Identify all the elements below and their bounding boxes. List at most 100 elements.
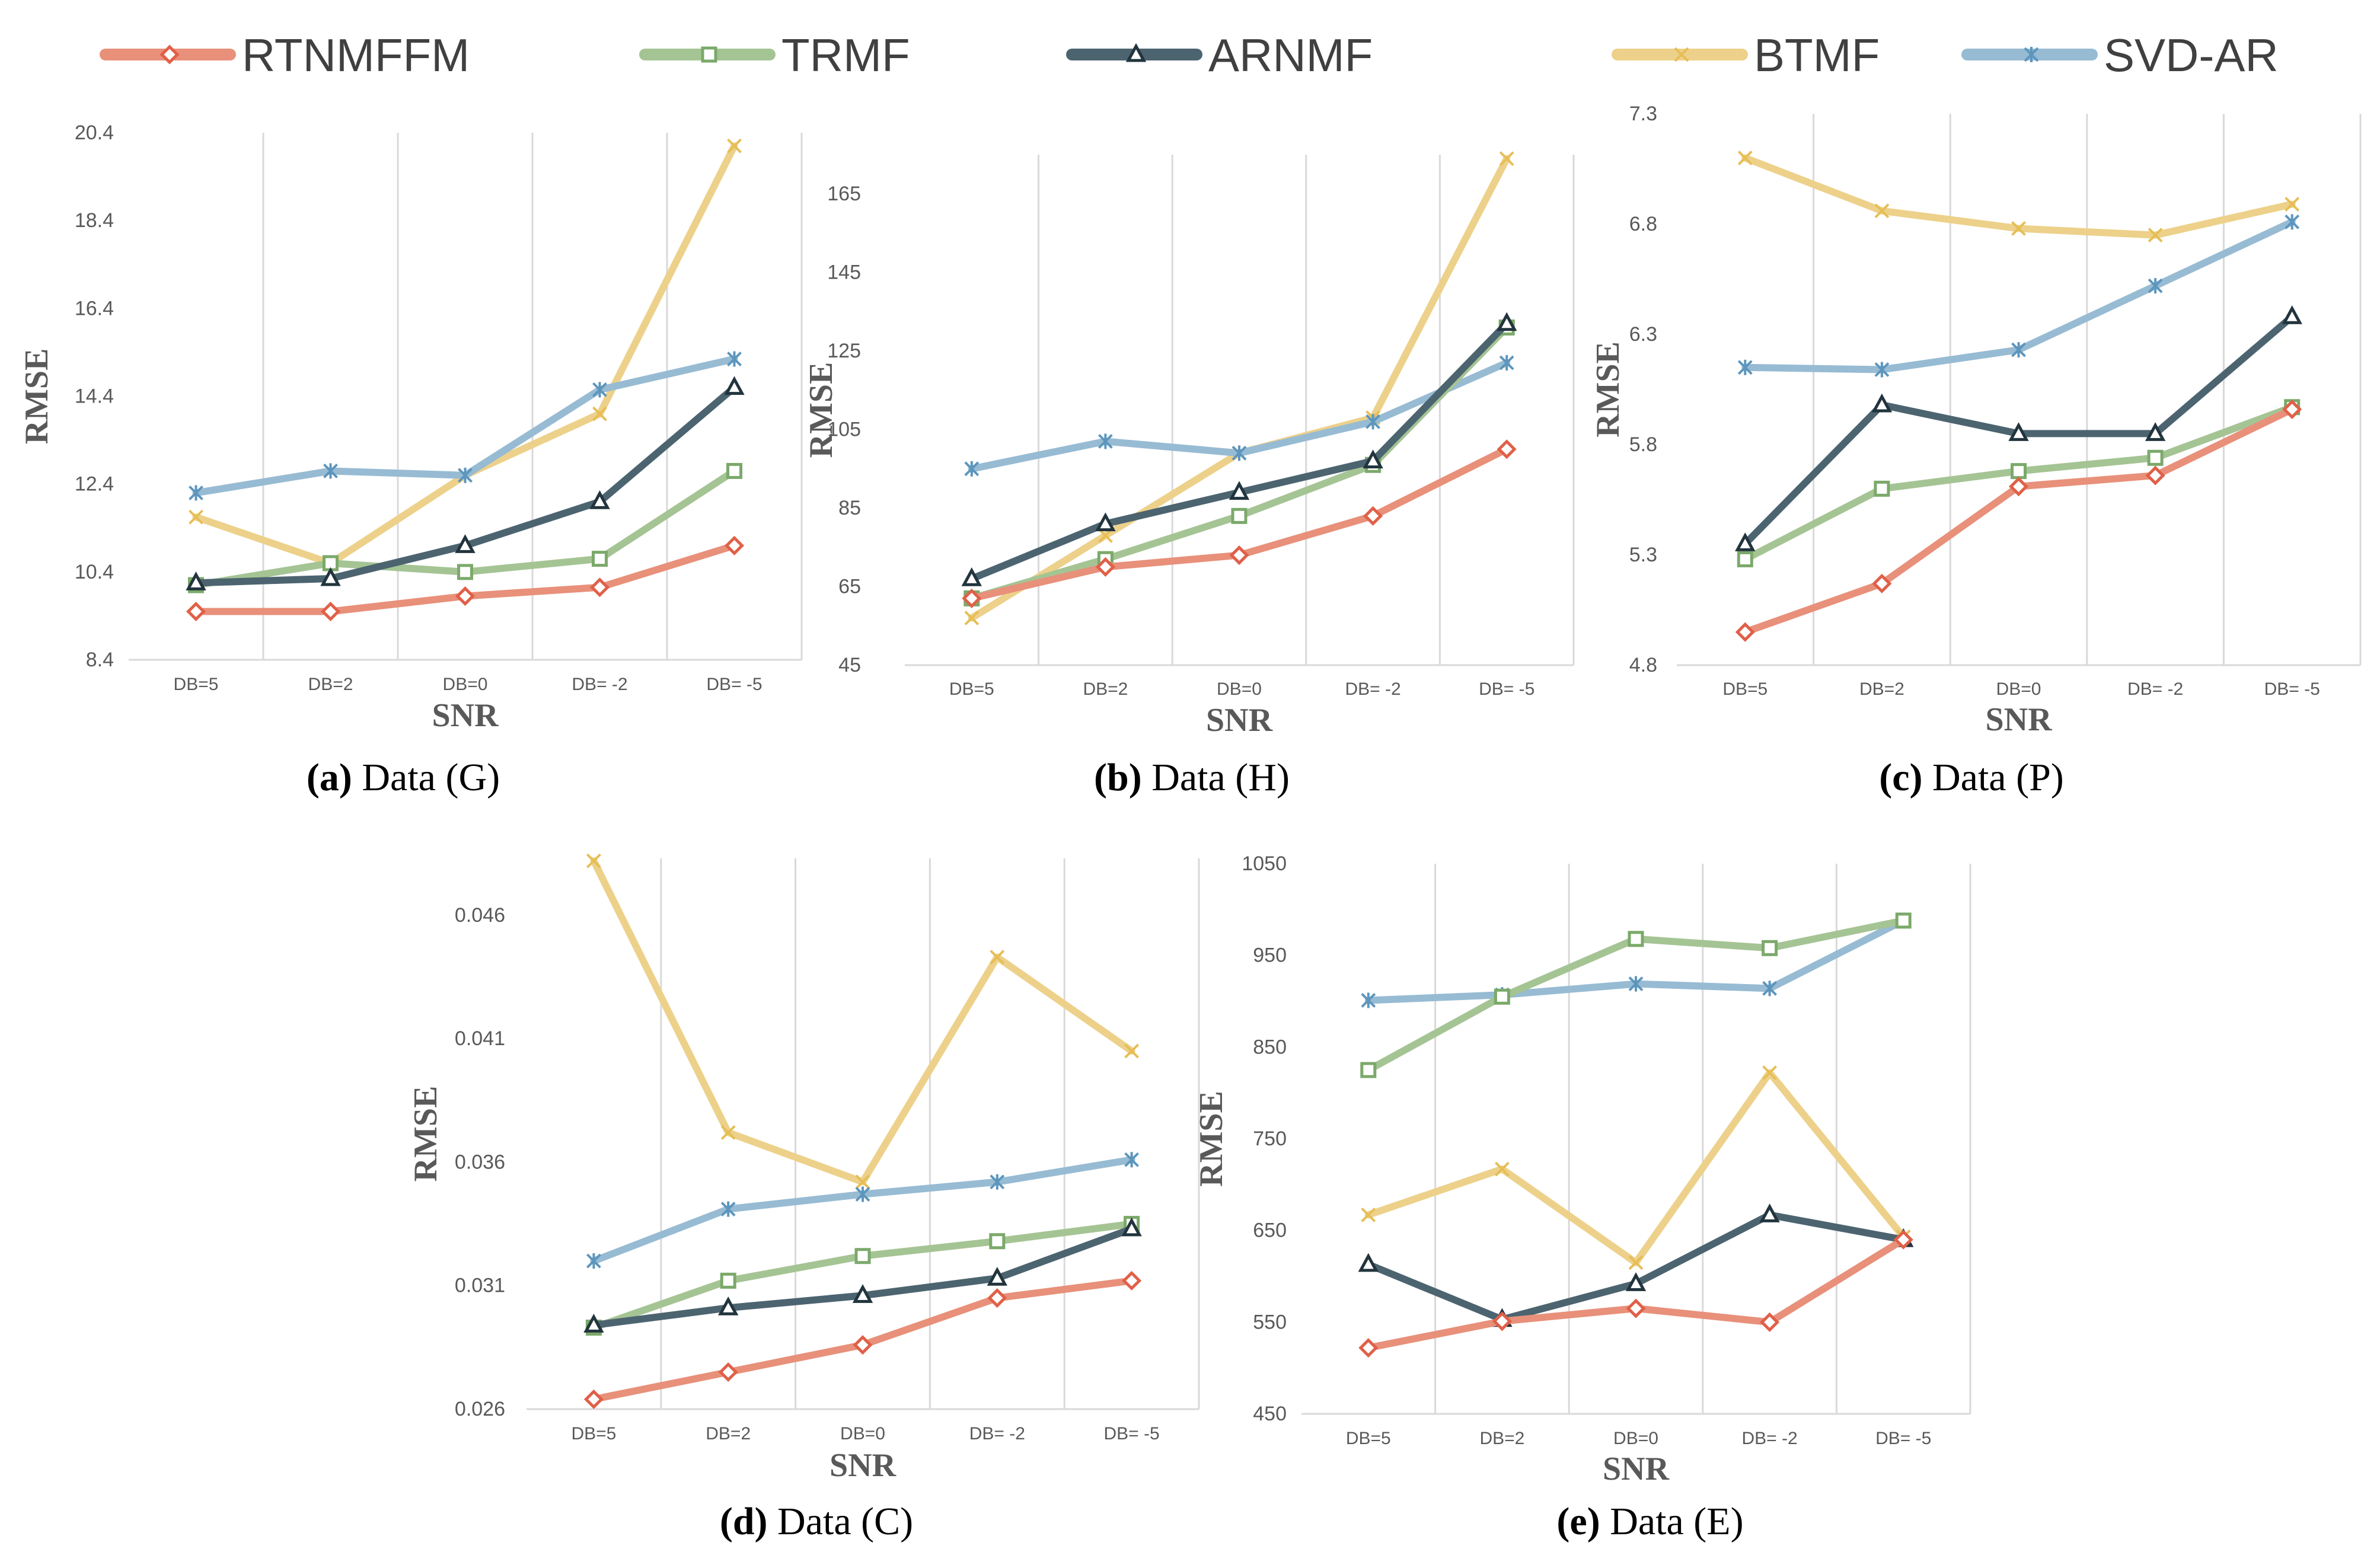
x-tick-label: DB= -2 bbox=[1741, 1429, 1797, 1448]
y-axis-title: RMSE bbox=[1590, 341, 1626, 438]
y-tick-label: 1050 bbox=[1242, 852, 1287, 875]
y-tick-label: 7.3 bbox=[1629, 103, 1657, 125]
series-trmf bbox=[1360, 912, 1912, 1078]
data-point bbox=[1874, 203, 1890, 219]
data-point bbox=[1872, 573, 1892, 593]
data-point bbox=[1628, 931, 1644, 947]
data-point bbox=[1098, 433, 1113, 449]
data-point bbox=[1625, 1272, 1647, 1291]
legend-marker-diamond bbox=[159, 44, 180, 65]
data-point bbox=[964, 611, 980, 625]
data-point bbox=[1121, 1217, 1142, 1237]
data-point bbox=[1358, 1253, 1379, 1272]
chart-caption: (c) Data (P) bbox=[1879, 756, 2064, 799]
series-arnmf bbox=[186, 376, 745, 590]
x-tick-label: DB= -2 bbox=[969, 1424, 1025, 1444]
caption-text: Data (P) bbox=[1932, 756, 2064, 799]
y-tick-label: 8.4 bbox=[86, 649, 114, 671]
y-tick-label: 850 bbox=[1253, 1036, 1287, 1058]
caption-text: Data (E) bbox=[1610, 1500, 1743, 1543]
data-point bbox=[1360, 1062, 1377, 1078]
y-tick-label: 10.4 bbox=[75, 561, 114, 583]
data-point bbox=[961, 567, 982, 586]
series-line bbox=[1364, 1069, 1907, 1266]
data-point bbox=[720, 1201, 736, 1217]
series-svd-ar bbox=[1361, 912, 1911, 1008]
x-axis-title: SNR bbox=[830, 1447, 897, 1484]
data-point bbox=[189, 509, 203, 525]
y-tick-label: 0.026 bbox=[455, 1398, 505, 1420]
chart-d: 0.026 0.031 0.036 0.041 0.046 DB=5 DB=2 DB=0 DB=… bbox=[407, 853, 1200, 1543]
data-point bbox=[1098, 528, 1113, 543]
x-tick-label: DB= -5 bbox=[1875, 1429, 1931, 1448]
legend-label: ARNMF bbox=[1208, 29, 1373, 81]
series-rtnmffm bbox=[1735, 399, 2302, 642]
data-point bbox=[1229, 545, 1249, 566]
y-axis-title: RMSE bbox=[1193, 1091, 1230, 1187]
data-point bbox=[853, 1335, 873, 1355]
data-point bbox=[458, 467, 473, 483]
data-point bbox=[1366, 414, 1381, 430]
data-point bbox=[1124, 1152, 1140, 1168]
data-point bbox=[2011, 221, 2026, 236]
legend-marker-square bbox=[701, 46, 717, 63]
x-tick-label: DB=0 bbox=[443, 675, 488, 694]
x-tick-label: DB=2 bbox=[308, 675, 353, 694]
data-point bbox=[1735, 622, 1755, 642]
chart-caption: (b) Data (H) bbox=[1094, 756, 1290, 799]
y-axis-title: RMSE bbox=[803, 362, 840, 458]
data-point bbox=[1095, 512, 1116, 532]
series-arnmf bbox=[1735, 305, 2302, 551]
data-point bbox=[586, 1253, 601, 1269]
legend-marker-asterisk bbox=[2024, 47, 2039, 62]
data-point bbox=[1895, 912, 1912, 929]
y-tick-label: 105 bbox=[827, 419, 861, 441]
data-point bbox=[186, 571, 206, 590]
data-point bbox=[589, 577, 610, 598]
data-point bbox=[1762, 940, 1778, 956]
legend-label: BTMF bbox=[1754, 29, 1880, 81]
caption-text: Data (G) bbox=[362, 756, 500, 799]
data-point bbox=[320, 601, 341, 622]
x-axis-title: SNR bbox=[1985, 701, 2052, 738]
chart-c: 4.8 5.3 5.8 6.3 6.8 7.3 DB=5 DB=2 DB=0 DB= -2 DB= … bbox=[1590, 103, 2362, 799]
data-point bbox=[457, 564, 473, 580]
data-point bbox=[1874, 480, 1890, 497]
series-btmf bbox=[586, 853, 1140, 1190]
y-tick-label: 145 bbox=[827, 261, 861, 284]
data-point bbox=[990, 950, 1005, 965]
data-point bbox=[1229, 481, 1250, 500]
y-tick-label: 125 bbox=[827, 340, 861, 362]
data-point bbox=[1759, 1203, 1780, 1222]
legend-item-rtnmffm: RTNMFFM bbox=[100, 29, 470, 81]
data-point bbox=[720, 1272, 736, 1289]
data-point bbox=[1122, 1270, 1142, 1291]
data-point bbox=[586, 853, 601, 868]
legend-label: SVD-AR bbox=[2104, 29, 2279, 81]
series-btmf bbox=[1361, 1065, 1911, 1270]
x-tick-label: DB= -2 bbox=[2127, 679, 2183, 699]
chart-e: 450 550 650 750 850 950 1050 DB=5 DB=2 DB=0 DB= -2… bbox=[1193, 852, 1971, 1543]
data-point bbox=[1361, 1207, 1376, 1222]
data-point bbox=[1494, 988, 1510, 1005]
y-axis-title: RMSE bbox=[18, 349, 55, 445]
legend-item-btmf: BTMF bbox=[1612, 29, 1880, 81]
legend-label: TRMF bbox=[781, 29, 910, 81]
data-point bbox=[727, 351, 742, 367]
x-tick-label: DB= -5 bbox=[1479, 679, 1534, 699]
chart-b: 45 65 85 105 125 145 165 DB=5 DB=2 DB=0 DB= -2 DB= … bbox=[803, 151, 1575, 799]
data-point bbox=[2008, 477, 2029, 497]
data-point bbox=[1499, 355, 1514, 371]
chart-caption: (a) Data (G) bbox=[307, 756, 500, 799]
y-tick-label: 6.3 bbox=[1629, 323, 1657, 346]
x-axis-title: SNR bbox=[1603, 1451, 1670, 1487]
data-point bbox=[1628, 1255, 1644, 1270]
data-point bbox=[987, 1288, 1007, 1308]
data-point bbox=[1737, 359, 1753, 375]
series-line bbox=[590, 1156, 1135, 1265]
data-point bbox=[1871, 393, 1893, 413]
y-tick-label: 4.8 bbox=[1629, 654, 1657, 676]
y-tick-label: 0.031 bbox=[455, 1275, 505, 1297]
series-svd-ar bbox=[1737, 214, 2300, 378]
caption-text: Data (C) bbox=[777, 1500, 913, 1543]
